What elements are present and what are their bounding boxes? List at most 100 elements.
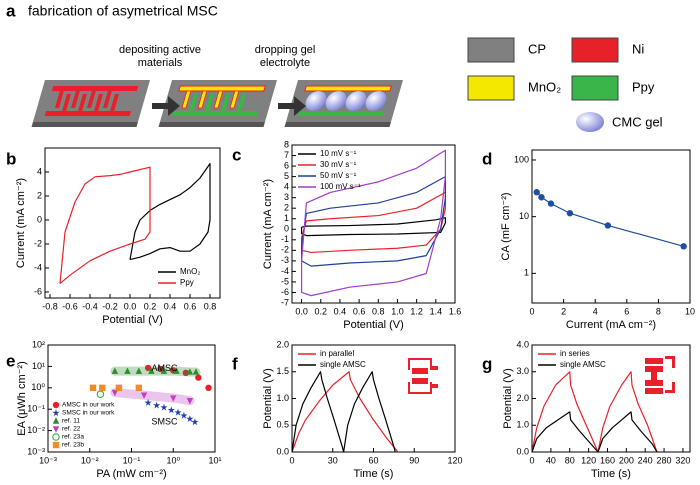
series-line	[291, 371, 399, 453]
marker	[192, 368, 200, 375]
marker	[135, 367, 143, 374]
panel-label: d	[482, 149, 492, 168]
x-tick-label: 0.2	[144, 301, 157, 311]
x-tick-label: 10⁻³	[39, 455, 57, 465]
x-tick-label: 320	[675, 455, 690, 465]
arrow	[278, 96, 306, 116]
y-tick-label: 3	[284, 192, 289, 202]
marker	[144, 398, 152, 406]
marker	[144, 364, 152, 372]
device	[158, 80, 277, 127]
x-tick-label: 6	[624, 306, 629, 316]
marker	[167, 406, 175, 414]
x-axis-label: Current (mA cm⁻²)	[566, 319, 656, 331]
x-axis-label: Potential (V)	[102, 314, 163, 326]
x-tick-label: 0.6	[353, 306, 366, 316]
legend-swatch	[467, 75, 515, 101]
marker	[135, 384, 143, 391]
legend-label: ref. 23a	[62, 434, 84, 441]
y-tick-label: 2	[284, 203, 289, 213]
step-label: materials	[138, 57, 183, 69]
y-tick-label: 100	[514, 154, 529, 164]
y-tick-label: 1.5	[276, 366, 289, 376]
x-axis-label: Time (s)	[591, 468, 631, 480]
marker	[148, 367, 155, 374]
y-tick-label: 4.0	[516, 339, 529, 349]
annotation: AMSC	[152, 363, 179, 373]
x-tick-label: 280	[657, 455, 672, 465]
x-tick-label: 60	[368, 455, 378, 465]
plot-frame	[531, 344, 691, 453]
step-label: electrolyte	[260, 57, 310, 69]
marker	[195, 374, 202, 381]
y-tick-label: 1	[524, 268, 529, 278]
marker	[186, 415, 194, 423]
x-tick-label: 1.4	[430, 306, 443, 316]
marker	[52, 401, 60, 409]
marker	[140, 392, 148, 399]
legend-label: 100 mV s⁻¹	[320, 182, 361, 191]
arrow	[152, 96, 180, 116]
y-axis-label: CA (mF cm⁻²)	[500, 192, 512, 260]
marker	[186, 397, 194, 405]
y-tick-label: 8	[284, 139, 289, 149]
x-tick-label: 0.0	[295, 306, 308, 316]
x-tick-label: 120	[581, 455, 596, 465]
series-line	[300, 191, 447, 254]
step-label: dropping gel	[255, 44, 316, 56]
legend-swatch	[571, 37, 619, 63]
legend-label: 10 mV s⁻¹	[320, 149, 357, 158]
x-tick-label: 0	[529, 455, 534, 465]
series-line	[291, 371, 396, 453]
marker	[52, 441, 60, 449]
panel-title: fabrication of asymetrical MSC	[28, 3, 218, 19]
x-tick-label: 10	[685, 306, 695, 316]
y-tick-label: 2.0	[276, 339, 289, 349]
series-line	[531, 411, 658, 453]
x-tick-label: 4	[593, 306, 598, 316]
y-tick-label: 10²	[32, 339, 45, 349]
x-tick-label: 80	[565, 455, 575, 465]
marker	[205, 384, 212, 391]
x-axis-label: Potential (V)	[343, 319, 404, 331]
y-axis-label: EA (μWh cm⁻²)	[16, 361, 28, 435]
y-tick-label: 3.0	[516, 366, 529, 376]
legend-label: MnO₂	[528, 79, 561, 94]
x-tick-label: 2	[561, 306, 566, 316]
y-tick-label: 10⁻³	[27, 446, 45, 456]
y-tick-label: -1	[281, 234, 289, 244]
legend-label: 50 mV s⁻¹	[320, 171, 357, 180]
inset-icon	[408, 358, 438, 394]
plot-frame	[291, 144, 456, 304]
y-axis-label: Current (mA cm⁻²)	[262, 179, 274, 269]
step-label: depositing active	[119, 44, 201, 56]
x-tick-label: 30	[328, 455, 338, 465]
y-tick-label: 0.0	[516, 446, 529, 456]
marker	[191, 418, 199, 426]
x-tick-label: 10⁻¹	[123, 455, 141, 465]
legend-label: single AMSC	[560, 360, 606, 369]
legend-label: ref. 23b	[62, 442, 84, 449]
marker	[124, 367, 131, 374]
y-tick-label: -4	[34, 262, 42, 272]
x-tick-label: 0.0	[124, 301, 137, 311]
legend-label: CMC gel	[612, 114, 663, 129]
marker	[157, 365, 164, 373]
marker	[533, 189, 540, 196]
y-tick-label: -7	[281, 297, 289, 307]
marker	[52, 433, 60, 441]
inset-icon	[645, 356, 675, 394]
y-tick-label: 10¹	[32, 361, 45, 371]
legend-swatch	[576, 112, 604, 132]
marker	[538, 194, 545, 201]
x-tick-label: 1.0	[391, 306, 404, 316]
panel-label: f	[232, 354, 238, 373]
marker	[152, 401, 161, 409]
x-tick-label: -0.4	[82, 301, 98, 311]
marker	[99, 384, 106, 391]
band	[110, 388, 195, 406]
x-tick-label: 10⁻²	[81, 455, 99, 465]
y-tick-label: 1	[284, 213, 289, 223]
y-tick-label: -5	[281, 276, 289, 286]
marker	[604, 222, 612, 229]
